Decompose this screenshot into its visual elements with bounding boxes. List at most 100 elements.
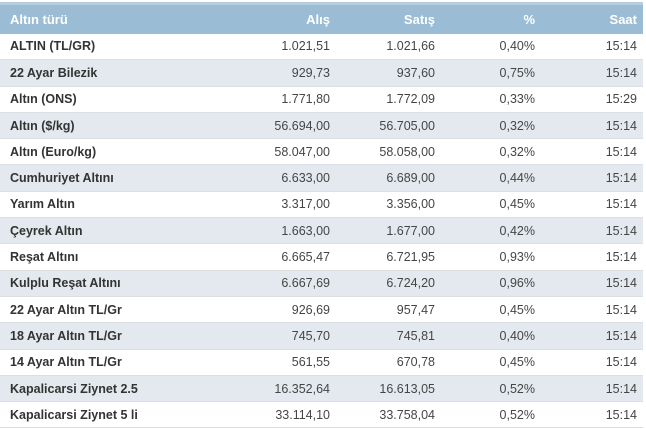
- cell-type: Kapalicarsi Ziynet 2.5: [0, 375, 252, 403]
- table-row: Kapalicarsi Ziynet 2.5 16.352,64 16.613,05…: [0, 375, 643, 403]
- cell-value: 670,78: [336, 349, 441, 376]
- cell-value: 16.352,64: [252, 375, 336, 403]
- table-row: Altın ($/kg) 56.694,00 56.705,00 0,32% 15:14: [0, 112, 643, 140]
- cell-value: 926,69: [252, 296, 336, 324]
- column-header-1: Alış: [252, 2, 336, 34]
- table-row: 14 Ayar Altın TL/Gr 561,55 670,78 0,45% 15:1…: [0, 349, 643, 376]
- cell-value: 1.772,09: [336, 86, 441, 113]
- table-row: Reşat Altını 6.665,47 6.721,95 0,93% 15:14: [0, 243, 643, 271]
- cell-type: Çeyrek Altın: [0, 217, 252, 245]
- table-row: 22 Ayar Altın TL/Gr 926,69 957,47 0,45% 15:1…: [0, 296, 643, 324]
- cell-type: Kapalicarsi Ziynet 5 li: [0, 401, 252, 429]
- table-row: Çeyrek Altın 1.663,00 1.677,00 0,42% 15:14: [0, 217, 643, 245]
- cell-value: 929,73: [252, 59, 336, 87]
- cell-value: 15:14: [541, 191, 643, 219]
- cell-value: 3.317,00: [252, 191, 336, 219]
- cell-value: 0,96%: [441, 270, 541, 297]
- table-row: 22 Ayar Bilezik 929,73 937,60 0,75% 15:14: [0, 59, 643, 87]
- cell-value: 1.021,66: [336, 33, 441, 61]
- table-body: ALTIN (TL/GR) 1.021,51 1.021,66 0,40% 15:14 2…: [0, 33, 643, 429]
- cell-type: Reşat Altını: [0, 243, 252, 271]
- cell-value: 15:14: [541, 59, 643, 87]
- cell-value: 745,81: [336, 322, 441, 350]
- cell-value: 15:14: [541, 33, 643, 61]
- cell-type: Kulplu Reşat Altını: [0, 270, 252, 297]
- table-row: Kulplu Reşat Altını 6.667,69 6.724,20 0,96%…: [0, 270, 643, 297]
- cell-value: 16.613,05: [336, 375, 441, 403]
- column-header-4: Saat: [541, 2, 643, 34]
- cell-value: 0,45%: [441, 349, 541, 376]
- table-row: Altın (Euro/kg) 58.047,00 58.058,00 0,32% 15…: [0, 138, 643, 166]
- cell-value: 6.724,20: [336, 270, 441, 297]
- cell-value: 6.667,69: [252, 270, 336, 297]
- column-header-0: Altın türü: [0, 2, 252, 34]
- cell-value: 15:14: [541, 375, 643, 403]
- cell-value: 0,33%: [441, 86, 541, 113]
- cell-value: 56.694,00: [252, 112, 336, 140]
- cell-value: 0,93%: [441, 243, 541, 271]
- cell-value: 0,52%: [441, 375, 541, 403]
- cell-value: 3.356,00: [336, 191, 441, 219]
- cell-value: 561,55: [252, 349, 336, 376]
- cell-value: 15:14: [541, 349, 643, 376]
- cell-value: 1.021,51: [252, 33, 336, 61]
- cell-value: 33.758,04: [336, 401, 441, 429]
- cell-value: 0,52%: [441, 401, 541, 429]
- cell-type: Altın (Euro/kg): [0, 138, 252, 166]
- cell-value: 0,32%: [441, 138, 541, 166]
- table-row: 18 Ayar Altın TL/Gr 745,70 745,81 0,40% 15:1…: [0, 322, 643, 350]
- cell-value: 15:14: [541, 296, 643, 324]
- cell-type: 14 Ayar Altın TL/Gr: [0, 349, 252, 376]
- cell-value: 15:14: [541, 138, 643, 166]
- cell-type: 18 Ayar Altın TL/Gr: [0, 322, 252, 350]
- cell-value: 0,32%: [441, 112, 541, 140]
- cell-value: 15:14: [541, 401, 643, 429]
- table-row: ALTIN (TL/GR) 1.021,51 1.021,66 0,40% 15:14: [0, 33, 643, 61]
- cell-value: 15:29: [541, 86, 643, 113]
- cell-type: Cumhuriyet Altını: [0, 164, 252, 192]
- cell-value: 15:14: [541, 217, 643, 245]
- cell-value: 58.047,00: [252, 138, 336, 166]
- cell-value: 33.114,10: [252, 401, 336, 429]
- cell-value: 0,44%: [441, 164, 541, 192]
- table-row: Kapalicarsi Ziynet 5 li 33.114,10 33.758,0…: [0, 401, 643, 429]
- table-row: Cumhuriyet Altını 6.633,00 6.689,00 0,44% 15…: [0, 164, 643, 192]
- cell-value: 0,40%: [441, 322, 541, 350]
- cell-value: 6.665,47: [252, 243, 336, 271]
- cell-value: 58.058,00: [336, 138, 441, 166]
- column-header-2: Satış: [336, 2, 441, 34]
- cell-value: 15:14: [541, 112, 643, 140]
- cell-value: 15:14: [541, 243, 643, 271]
- cell-value: 0,40%: [441, 33, 541, 61]
- cell-type: 22 Ayar Altın TL/Gr: [0, 296, 252, 324]
- cell-value: 6.721,95: [336, 243, 441, 271]
- cell-value: 1.677,00: [336, 217, 441, 245]
- cell-value: 1.771,80: [252, 86, 336, 113]
- cell-value: 937,60: [336, 59, 441, 87]
- cell-value: 15:14: [541, 164, 643, 192]
- cell-value: 15:14: [541, 270, 643, 297]
- table-header: Altın türü Alış Satış% Saat: [0, 2, 643, 34]
- cell-value: 1.663,00: [252, 217, 336, 245]
- cell-type: ALTIN (TL/GR): [0, 33, 252, 61]
- cell-value: 56.705,00: [336, 112, 441, 140]
- column-header-3: %: [441, 2, 541, 34]
- cell-value: 0,45%: [441, 296, 541, 324]
- cell-type: Yarım Altın: [0, 191, 252, 219]
- cell-type: Altın ($/kg): [0, 112, 252, 140]
- cell-value: 745,70: [252, 322, 336, 350]
- cell-value: 6.633,00: [252, 164, 336, 192]
- table-row: Altın (ONS) 1.771,80 1.772,09 0,33% 15:29: [0, 86, 643, 113]
- cell-value: 0,75%: [441, 59, 541, 87]
- cell-value: 6.689,00: [336, 164, 441, 192]
- cell-type: Altın (ONS): [0, 86, 252, 113]
- table-row: Yarım Altın 3.317,00 3.356,00 0,45% 15:14: [0, 191, 643, 219]
- cell-value: 15:14: [541, 322, 643, 350]
- cell-value: 0,42%: [441, 217, 541, 245]
- cell-value: 957,47: [336, 296, 441, 324]
- table-header-row: Altın türü Alış Satış% Saat: [0, 2, 643, 34]
- cell-value: 0,45%: [441, 191, 541, 219]
- cell-type: 22 Ayar Bilezik: [0, 59, 252, 87]
